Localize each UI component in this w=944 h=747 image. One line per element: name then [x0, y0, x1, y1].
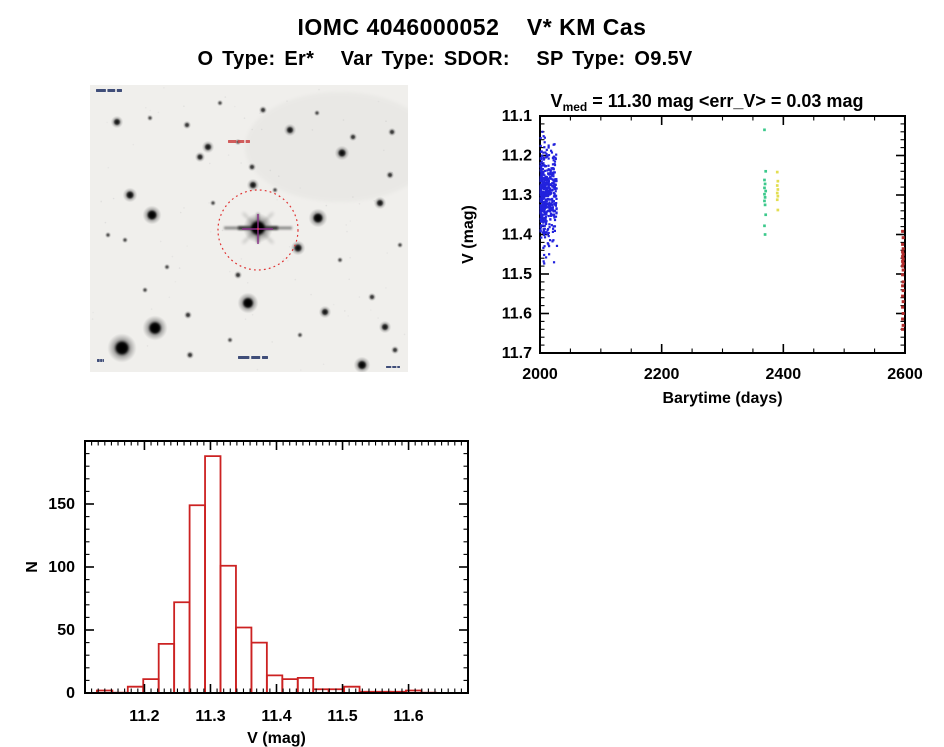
finder-chart-image [90, 85, 408, 372]
histogram-bars [95, 455, 437, 694]
series-epoch-4-red [901, 229, 905, 331]
plot-title: Vmed = 11.30 mag <err_V> = 0.03 mag [551, 91, 864, 114]
svg-text:150: 150 [48, 496, 75, 513]
x-axis-label: V (mag) [247, 730, 306, 747]
svg-text:0: 0 [66, 685, 75, 702]
svg-text:100: 100 [48, 559, 75, 576]
svg-text:11.7: 11.7 [502, 345, 532, 362]
svg-text:11.5: 11.5 [327, 708, 357, 725]
svg-text:2200: 2200 [644, 366, 680, 383]
axis-tick-labels: 0 50 100 150 11.2 11.3 11.4 11.5 11.6 [48, 496, 423, 725]
svg-text:11.2: 11.2 [129, 708, 159, 725]
y-axis-label: V (mag) [460, 205, 477, 264]
scalebar-bottom-right [386, 366, 400, 368]
svg-text:2600: 2600 [887, 366, 923, 383]
svg-text:2400: 2400 [766, 366, 802, 383]
svg-text:2000: 2000 [522, 366, 558, 383]
axes [84, 440, 469, 694]
svg-text:11.5: 11.5 [502, 266, 532, 283]
series-epoch-3-yellow [775, 170, 780, 212]
microtext-bottom-center [238, 356, 268, 359]
svg-text:11.2: 11.2 [502, 148, 532, 165]
svg-text:11.6: 11.6 [393, 708, 423, 725]
y-axis-label: N [24, 561, 41, 573]
svg-text:11.3: 11.3 [195, 708, 225, 725]
lightcurve-plot: Vmed = 11.30 mag <err_V> = 0.03 mag11.11… [460, 91, 923, 407]
x-axis-label: Barytime (days) [662, 390, 782, 407]
target-crosshair [242, 214, 273, 244]
svg-text:11.4: 11.4 [502, 227, 532, 244]
field-stars [104, 99, 404, 372]
microtext-target-label [228, 140, 250, 143]
series-epoch-1-blue [539, 130, 559, 265]
microtext-top-left [96, 89, 122, 92]
svg-text:11.1: 11.1 [502, 108, 532, 125]
svg-text:11.4: 11.4 [261, 708, 291, 725]
axis-tick-labels: 11.1 11.2 11.3 11.4 11.5 11.6 11.7 2000 2200 2400… [502, 108, 923, 383]
microtext-bottom-left [97, 359, 104, 362]
svg-text:Vmed = 11.30 mag <err_V> = 0.0: Vmed = 11.30 mag <err_V> = 0.03 mag [551, 91, 864, 114]
svg-text:50: 50 [57, 622, 75, 639]
series-epoch-2-green [763, 128, 768, 236]
svg-text:11.3: 11.3 [502, 187, 532, 204]
axes [539, 115, 906, 354]
magnitude-histogram-plot: 0 50 100 150 11.2 11.3 11.4 11.5 11.6 V (mag) N [24, 440, 469, 747]
page-subtitle: O Type: Er* Var Type: SDOR: SP Type: O9.… [197, 48, 693, 70]
svg-text:11.6: 11.6 [502, 306, 532, 323]
page-title: IOMC 4046000052 V* KM Cas [297, 14, 647, 40]
target-aperture-circle [217, 189, 299, 271]
